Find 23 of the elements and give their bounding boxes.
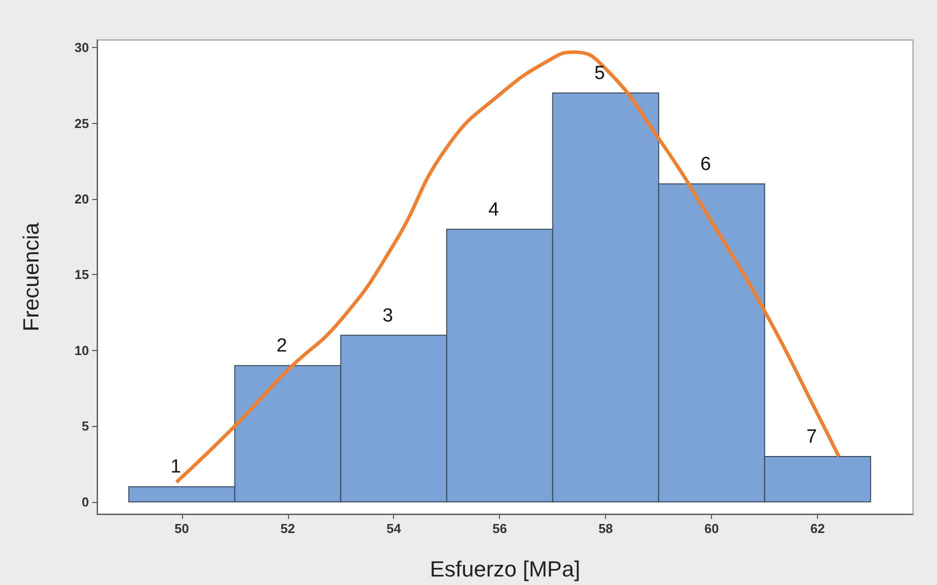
y-tick-label: 20 xyxy=(74,192,89,207)
annotation: 1 xyxy=(170,456,182,478)
x-tick-label: 52 xyxy=(280,521,295,536)
annotation: 7 xyxy=(806,426,817,448)
x-axis-title: Esfuerzo [MPa] xyxy=(430,556,580,582)
x-tick-label: 56 xyxy=(492,521,507,536)
annotation: 3 xyxy=(382,305,394,326)
y-tick-label: 30 xyxy=(74,40,89,56)
x-tick-label: 50 xyxy=(174,521,190,536)
y-axis-title: Frecuencia xyxy=(18,222,44,332)
y-tick-label: 15 xyxy=(74,267,89,282)
y-tick-label: 5 xyxy=(82,418,89,434)
x-tick-label: 60 xyxy=(704,521,719,536)
y-tick-label: 25 xyxy=(74,116,89,131)
x-tick-label: 54 xyxy=(386,521,402,536)
annotation: 2 xyxy=(276,336,288,357)
annotation: 5 xyxy=(594,63,605,84)
y-tick-label: 0 xyxy=(82,494,89,510)
y-tick-label: 10 xyxy=(74,342,89,358)
annotation: 4 xyxy=(488,199,500,220)
annotation: 6 xyxy=(700,154,711,175)
x-tick-label: 62 xyxy=(810,521,825,536)
x-tick-label: 58 xyxy=(598,521,613,536)
